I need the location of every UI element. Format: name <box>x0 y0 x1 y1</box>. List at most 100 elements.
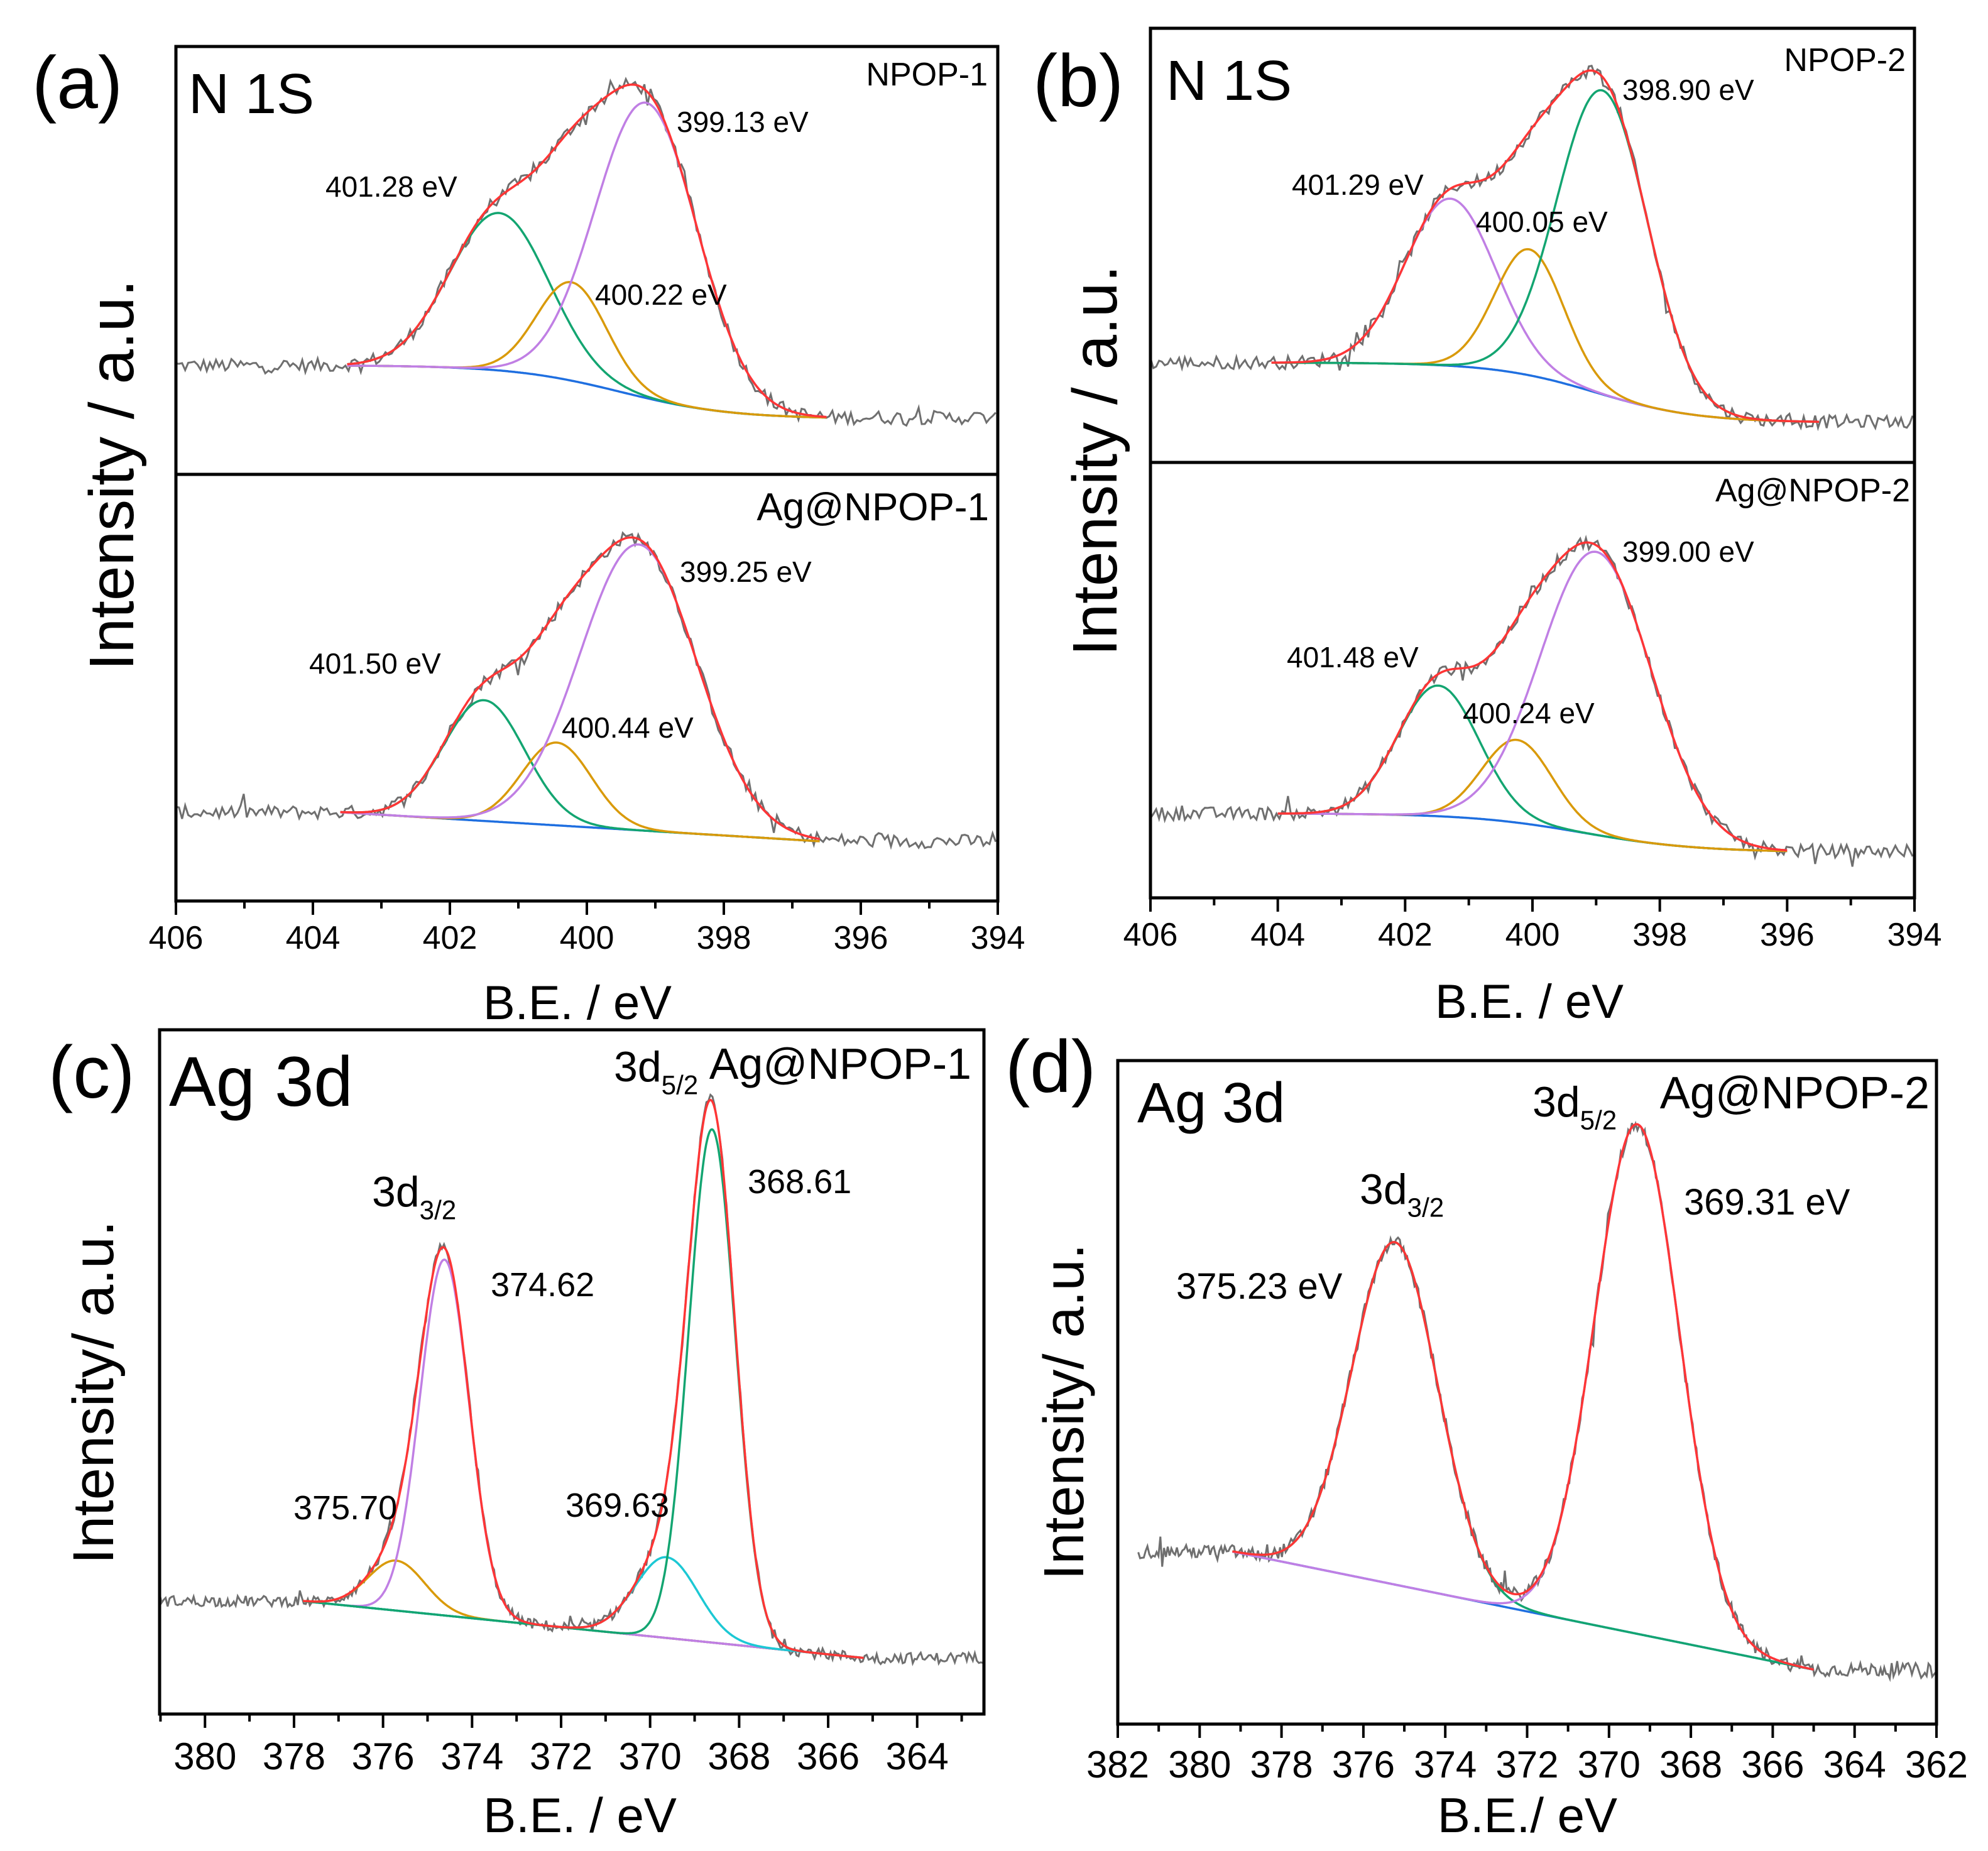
x-tick-label: 372 <box>1495 1744 1558 1786</box>
component-peak-401.28 <box>347 212 827 419</box>
raw-spectrum-line <box>175 531 997 850</box>
peak-group-subscript: 5/2 <box>1580 1105 1617 1135</box>
fit-envelope-line <box>347 83 827 418</box>
peak-group-main: 3d <box>614 1043 662 1091</box>
x-tick-label: 396 <box>834 920 888 956</box>
fit-envelope-line <box>340 536 820 841</box>
panel-label: (b) <box>1033 40 1123 123</box>
component-peak-398.9 <box>1271 89 1819 423</box>
x-tick-label: 366 <box>1741 1744 1804 1786</box>
peak-label: 399.13 eV <box>677 106 809 138</box>
x-tick-label: 398 <box>697 920 751 956</box>
fit-envelope-line <box>1271 69 1819 423</box>
sample-label: NPOP-1 <box>866 57 988 93</box>
panel-title: N 1S <box>188 63 314 126</box>
panel-title: Ag 3d <box>169 1042 353 1121</box>
plot-frame <box>1116 1059 1938 1726</box>
peak-group-main: 3d <box>1532 1078 1580 1126</box>
sample-label: Ag@NPOP-1 <box>709 1039 971 1088</box>
peak-label: 401.48 eV <box>1287 641 1419 674</box>
panel-label: (a) <box>32 41 123 124</box>
x-tick-label: 374 <box>1414 1744 1477 1786</box>
peak-label: 399.25 eV <box>680 555 812 588</box>
x-tick-label: 378 <box>263 1735 325 1777</box>
x-axis-title: B.E. / eV <box>1435 975 1624 1029</box>
x-tick-label: 402 <box>423 920 478 956</box>
peak-label: 375.70 <box>293 1489 397 1527</box>
x-tick-label: 370 <box>619 1735 682 1777</box>
x-axis-title: B.E. / eV <box>483 1788 677 1843</box>
y-axis-title: Intensity / a.u. <box>77 280 147 671</box>
peak-label: 368.61 <box>748 1163 851 1201</box>
x-tick-label: 372 <box>530 1735 593 1777</box>
panel-title: N 1S <box>1166 50 1292 112</box>
x-tick-label: 406 <box>149 920 204 956</box>
x-tick-label: 400 <box>1505 917 1560 953</box>
component-peak-400.24 <box>1277 738 1788 853</box>
peak-label: 374.62 <box>491 1266 594 1304</box>
peak-label: 400.24 eV <box>1463 697 1595 729</box>
peak-label: 400.44 eV <box>562 711 694 744</box>
subplot-NPOP-2: 401.29 eV 400.05 eV 398.90 eV NPOP-2 <box>1149 42 1914 432</box>
panel-label: (c) <box>48 1031 135 1114</box>
peak-label: 398.90 eV <box>1622 74 1754 106</box>
background-line <box>1271 361 1819 423</box>
x-tick-label: 382 <box>1086 1744 1149 1786</box>
plot-frame <box>158 1028 986 1716</box>
peak-label: 401.50 eV <box>309 647 441 680</box>
peak-group-subscript: 5/2 <box>662 1070 699 1100</box>
fit-envelope-line <box>1232 1123 1814 1671</box>
peak-label: 369.63 <box>565 1487 669 1524</box>
peak-label: 375.23 eV <box>1176 1266 1343 1307</box>
fit-envelope-line <box>1277 541 1788 852</box>
raw-spectrum-line <box>175 77 997 427</box>
component-peak-399.25 <box>340 543 820 841</box>
sample-label: Ag@NPOP-2 <box>1660 1068 1930 1118</box>
x-tick-label: 402 <box>1378 917 1433 953</box>
x-tick-label: 376 <box>1332 1744 1395 1786</box>
x-tick-label: 394 <box>971 920 1025 956</box>
x-axis-title: B.E. / eV <box>483 976 672 1030</box>
peak-group-main: 3d <box>372 1168 420 1216</box>
sample-label: NPOP-2 <box>1784 42 1906 79</box>
peak-group-subscript: 3/2 <box>1407 1193 1445 1222</box>
peak-label: 400.22 eV <box>595 278 727 311</box>
x-tick-label: 362 <box>1905 1744 1968 1786</box>
y-axis-title: Intensity/ a.u. <box>1033 1243 1096 1580</box>
y-axis-title: Intensity/ a.u. <box>62 1220 126 1564</box>
x-tick-label: 404 <box>1250 917 1305 953</box>
x-tick-label: 398 <box>1632 917 1687 953</box>
x-tick-label: 366 <box>797 1735 860 1777</box>
y-axis-title: Intensity / a.u. <box>1060 265 1130 657</box>
x-tick-label: 370 <box>1578 1744 1641 1786</box>
x-tick-label: 368 <box>1659 1744 1722 1786</box>
peak-label: 401.29 eV <box>1292 168 1424 201</box>
subplot-Ag@NPOP-1: 401.50 eV 400.44 eV 399.25 eV Ag@NPOP-1 <box>175 486 997 850</box>
x-tick-label: 394 <box>1887 917 1942 953</box>
peak-group-subscript: 3/2 <box>420 1195 457 1225</box>
component-peak-399.13 <box>347 101 827 418</box>
x-tick-label: 364 <box>1823 1744 1886 1786</box>
sample-label: Ag@NPOP-1 <box>756 486 989 529</box>
peak-label: 369.31 eV <box>1684 1182 1850 1223</box>
x-axis-title: B.E./ eV <box>1438 1788 1617 1843</box>
x-tick-label: 378 <box>1250 1744 1313 1786</box>
subplot-Ag@NPOP-1: 375.70 374.62 369.63 368.61 Ag@NPOP-1 <box>158 1039 983 1667</box>
peak-group-main: 3d <box>1360 1166 1407 1213</box>
sample-label: Ag@NPOP-2 <box>1715 472 1910 509</box>
subplot-Ag@NPOP-2: 401.48 eV 400.24 eV 399.00 eV Ag@NPOP-2 <box>1149 472 1914 867</box>
raw-spectrum-line <box>1149 64 1914 432</box>
subplot-Ag@NPOP-2: 375.23 eV 369.31 eV Ag@NPOP-2 <box>1137 1068 1937 1683</box>
fit-envelope-line <box>302 1098 864 1659</box>
panel-a: 401.28 eV 400.22 eV 399.13 eV NPOP-1 401.50 … <box>32 41 1025 1030</box>
component-peak-374.62 <box>302 1258 864 1659</box>
x-tick-label: 368 <box>707 1735 770 1777</box>
raw-spectrum-line <box>158 1093 983 1667</box>
x-tick-label: 380 <box>173 1735 236 1777</box>
peak-group-label: 3d3/2 <box>372 1168 456 1225</box>
x-tick-label: 374 <box>440 1735 503 1777</box>
subplot-NPOP-1: 401.28 eV 400.22 eV 399.13 eV NPOP-1 <box>175 57 997 427</box>
panel-d: 375.23 eV 369.31 eV Ag@NPOP-2 382 380 378 376 3… <box>1005 1025 1968 1843</box>
x-tick-label: 376 <box>352 1735 415 1777</box>
panel-title: Ag 3d <box>1137 1072 1285 1135</box>
